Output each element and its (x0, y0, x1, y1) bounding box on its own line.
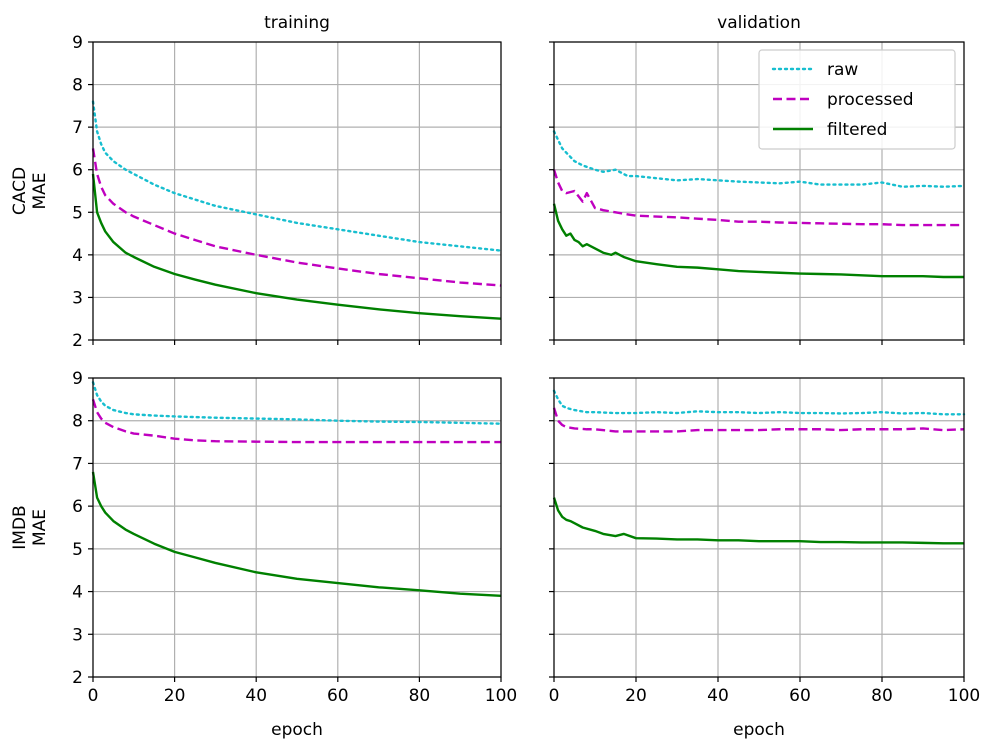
series-line-filtered (91, 173, 502, 320)
subplot-1: validation raw processed filtered (549, 13, 966, 345)
y-axis-label-line: MAE (30, 509, 50, 546)
axes-frame (92, 377, 502, 678)
series-line-raw (91, 100, 503, 252)
y-tick-label: 7 (72, 118, 83, 138)
y-axis-label-line: MAE (30, 172, 50, 209)
y-tick-label: 9 (72, 369, 83, 389)
x-tick-label: 100 (948, 686, 980, 706)
x-tick-label: 40 (707, 686, 729, 706)
subplot-0: 2 3 4 5 6 7 8 9 training CACDMAE (10, 13, 503, 351)
y-tick-label: 8 (72, 76, 83, 96)
axes-frame (92, 41, 502, 341)
legend-box (758, 49, 956, 150)
subplot-2: 2 3 4 5 6 7 8 9 0 20 40 60 80 100 epoch IMDBMAE (10, 369, 517, 740)
y-tick-label: 4 (72, 583, 83, 603)
series-line-processed (91, 148, 502, 287)
x-tick-label: 0 (549, 686, 560, 706)
x-tick-label: 20 (164, 686, 186, 706)
series-line-filtered (552, 203, 964, 279)
y-tick-label: 8 (72, 412, 83, 432)
x-tick-label: 80 (871, 686, 893, 706)
x-axis-label: epoch (271, 720, 323, 740)
x-tick-label: 100 (485, 686, 517, 706)
y-axis-label: CACDMAE (10, 167, 50, 215)
y-tick-label: 4 (72, 246, 83, 266)
y-tick-label: 6 (72, 497, 83, 517)
y-tick-label: 9 (72, 33, 83, 53)
series-line-filtered (552, 497, 964, 545)
y-tick-label: 2 (72, 331, 83, 351)
subplot-title: training (264, 13, 330, 33)
y-axis-label-line: CACD (10, 167, 30, 215)
legend-label-processed: processed (827, 90, 914, 110)
x-tick-label: 80 (409, 686, 431, 706)
subplot-title: validation (717, 13, 801, 33)
y-tick-label: 2 (72, 668, 83, 688)
series-line-filtered (91, 471, 502, 598)
x-tick-label: 60 (327, 686, 349, 706)
y-tick-label: 6 (72, 161, 83, 181)
y-tick-label: 5 (72, 203, 83, 223)
series-line-processed (552, 169, 964, 227)
series-line-raw (91, 381, 503, 425)
legend-label-filtered: filtered (827, 120, 887, 140)
axes-frame (553, 377, 965, 678)
series-line-raw (552, 389, 966, 416)
x-tick-label: 20 (625, 686, 647, 706)
y-tick-label: 5 (72, 540, 83, 560)
x-axis-label: epoch (733, 720, 785, 740)
legend-label-raw: raw (827, 60, 858, 80)
x-tick-label: 60 (789, 686, 811, 706)
subplot-3: 0 20 40 60 80 100 epoch (549, 377, 980, 740)
axes-frame (553, 41, 965, 341)
y-tick-label: 3 (72, 625, 83, 645)
legend: raw processed filtered (758, 49, 956, 150)
x-tick-label: 0 (88, 686, 99, 706)
series-line-raw (552, 130, 966, 188)
y-tick-label: 3 (72, 288, 83, 308)
x-tick-label: 40 (245, 686, 267, 706)
y-tick-label: 7 (72, 454, 83, 474)
y-axis-label-line: IMDB (10, 505, 30, 549)
series-line-processed (91, 398, 501, 444)
y-axis-label: IMDBMAE (10, 505, 50, 549)
series-line-processed (552, 407, 965, 433)
